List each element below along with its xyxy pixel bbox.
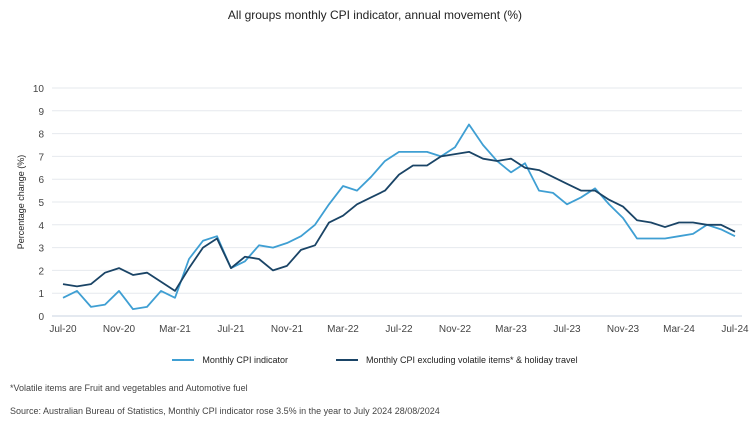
y-tick-label: 5	[38, 198, 44, 209]
x-tick-label: Jul-22	[385, 324, 413, 335]
y-tick-label: 9	[38, 107, 44, 118]
y-tick-label: 1	[38, 289, 44, 300]
y-tick-label: 3	[38, 244, 44, 255]
x-tick-label: Jul-24	[721, 324, 749, 335]
legend-item-cpi: Monthly CPI indicator	[172, 355, 288, 365]
x-tick-label: Nov-21	[271, 324, 304, 335]
x-tick-label: Mar-22	[327, 324, 359, 335]
series-line-cpi	[62, 123, 736, 311]
series-line-cpi-excl	[62, 150, 736, 292]
y-tick-label: 4	[38, 221, 44, 232]
y-tick-label: 0	[38, 312, 44, 323]
legend-label: Monthly CPI indicator	[202, 355, 288, 365]
legend-swatch	[172, 359, 195, 361]
chart-title: All groups monthly CPI indicator, annual…	[227, 8, 523, 22]
y-tick-label: 8	[38, 130, 44, 141]
y-axis-label: Percentage change (%)	[16, 155, 26, 250]
y-tick-label: 10	[33, 84, 45, 95]
legend-item-cpi-excl: Monthly CPI excluding volatile items* & …	[335, 355, 578, 365]
legend-label: Monthly CPI excluding volatile items* & …	[365, 355, 578, 365]
volatile-footnote: *Volatile items are Fruit and vegetables…	[10, 383, 248, 393]
y-tick-label: 6	[38, 175, 44, 186]
source-footnote: Source: Australian Bureau of Statistics,…	[10, 406, 440, 416]
legend: Monthly CPI indicator Monthly CPI exclud…	[0, 355, 750, 365]
x-tick-label: Nov-23	[607, 324, 640, 335]
x-tick-label: Jul-23	[553, 324, 581, 335]
x-tick-label: Nov-22	[439, 324, 472, 335]
line-chart: 0 1 2 3 4 5 6 7 8 9 10 Jul-20 Nov-20 Mar-21 Jul-21 Nov-…	[16, 84, 749, 335]
x-tick-label: Jul-21	[217, 324, 245, 335]
y-tick-label: 2	[38, 266, 44, 277]
x-tick-label: Jul-20	[49, 324, 77, 335]
x-tick-label: Mar-23	[495, 324, 527, 335]
x-tick-label: Nov-20	[103, 324, 136, 335]
legend-swatch	[335, 359, 358, 361]
x-tick-label: Mar-21	[159, 324, 191, 335]
y-tick-label: 7	[38, 152, 44, 163]
x-tick-label: Mar-24	[663, 324, 695, 335]
